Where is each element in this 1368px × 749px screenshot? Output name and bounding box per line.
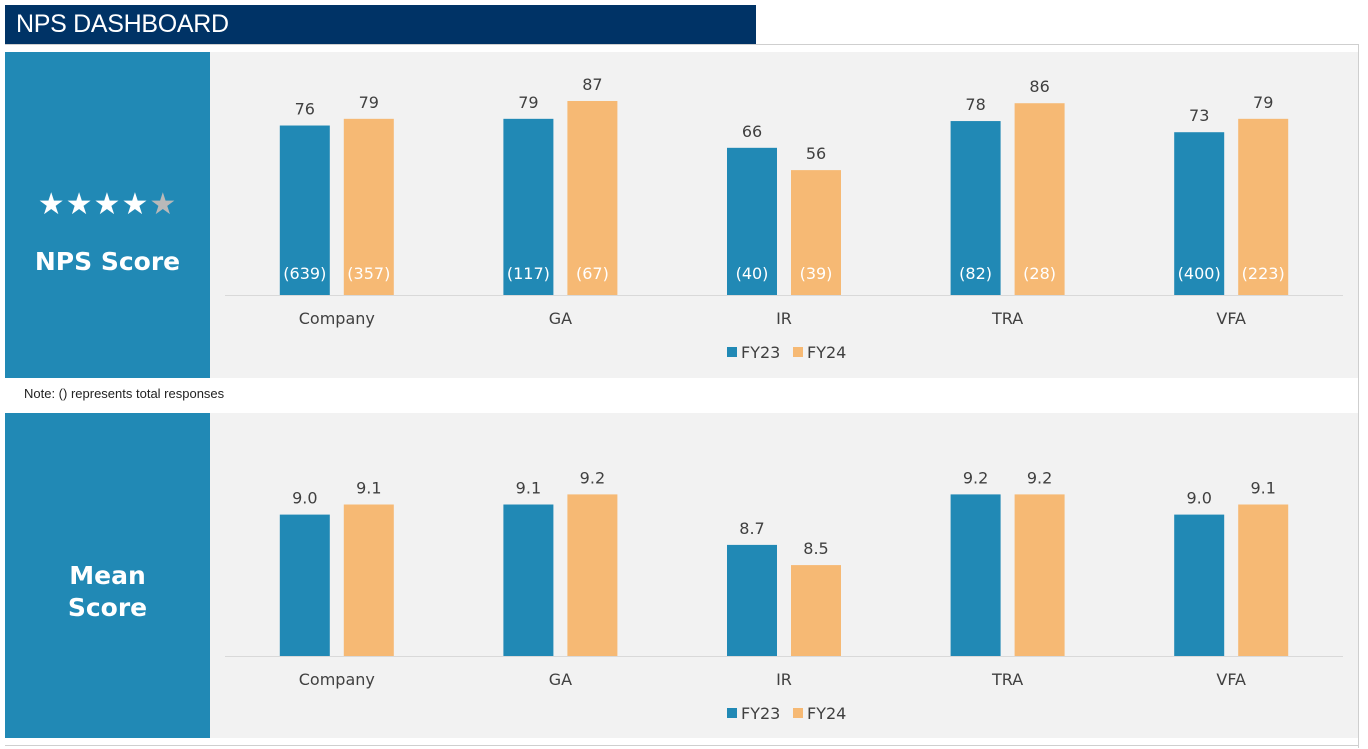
data-label: 87	[582, 75, 602, 94]
category-tick-label: IR	[776, 309, 792, 328]
category-tick-label: GA	[549, 309, 572, 328]
response-count-label: (357)	[347, 264, 390, 283]
bar-fy24-vfa	[1238, 118, 1289, 295]
legend-swatch-fy24	[793, 347, 803, 357]
category-tick-label: Company	[299, 309, 375, 328]
star-rating: ★★★★★	[5, 187, 210, 223]
bar-fy23-tra	[950, 494, 1001, 656]
bar-fy24-ir	[791, 170, 841, 295]
bar-fy24-tra	[1014, 494, 1065, 656]
legend-label: FY24	[807, 704, 846, 723]
mean-section: Mean Score 9.0 9.1 Company 9.1 9.2 GA 8.7 8.5 IR…	[5, 413, 1358, 738]
response-count-label: (117)	[507, 264, 550, 283]
category-tick-label: TRA	[991, 670, 1023, 689]
star-empty-icon: ★	[149, 187, 178, 222]
bar-fy24-company	[343, 504, 394, 656]
mean-title-line-2: Score	[67, 593, 148, 622]
category-tick-label: VFA	[1216, 309, 1246, 328]
data-label: 9.1	[1250, 479, 1275, 498]
bar-fy23-ir	[727, 544, 777, 656]
mean-panel-title: Mean Score	[5, 560, 210, 624]
bar-fy24-tra	[1014, 103, 1065, 295]
star-filled-icon: ★	[121, 187, 150, 222]
response-count-label: (40)	[736, 264, 769, 283]
legend-label: FY24	[807, 343, 846, 362]
category-tick-label: VFA	[1216, 670, 1246, 689]
bar-fy23-vfa	[1174, 514, 1225, 656]
bar-fy23-ir	[727, 147, 777, 295]
mean-bar-chart: 9.0 9.1 Company 9.1 9.2 GA 8.7 8.5 IR 9.2 9.2 TRA 9.…	[225, 468, 1343, 723]
bar-fy24-ga	[567, 100, 618, 295]
bottom-divider	[5, 745, 1359, 746]
category-tick-label: TRA	[991, 309, 1023, 328]
star-filled-icon: ★	[65, 187, 94, 222]
right-divider	[1358, 44, 1359, 748]
nps-section: ★★★★★ NPS Score 76 (639) 79 (357) Company 79(…	[5, 52, 1358, 378]
nps-side-panel: ★★★★★ NPS Score	[5, 52, 210, 378]
star-filled-icon: ★	[37, 187, 66, 222]
data-label: 9.2	[963, 468, 988, 487]
legend-label: FY23	[741, 704, 780, 723]
data-label: 9.0	[292, 489, 317, 508]
data-label: 9.2	[1027, 468, 1052, 487]
mean-side-panel: Mean Score	[5, 413, 210, 738]
legend-swatch-fy24	[793, 708, 803, 718]
nps-bar-chart: 76 (639) 79 (357) Company 79 (117) 87 (67) GA 66 (4…	[225, 75, 1343, 362]
mean-title-line-1: Mean	[69, 561, 146, 590]
response-count-label: (82)	[959, 264, 992, 283]
bar-fy23-tra	[950, 121, 1001, 295]
bar-fy24-ga	[567, 494, 618, 656]
response-count-label: (67)	[576, 264, 609, 283]
legend-swatch-fy23	[727, 347, 737, 357]
data-label: 9.1	[516, 479, 541, 498]
legend-label: FY23	[741, 343, 780, 362]
data-label: 9.0	[1186, 489, 1211, 508]
data-label: 56	[806, 144, 826, 163]
data-label: 8.7	[739, 519, 764, 538]
bar-fy23-company	[279, 514, 330, 656]
data-label: 86	[1029, 77, 1049, 96]
data-label: 9.1	[356, 479, 381, 498]
dashboard-title: NPS DASHBOARD	[5, 5, 756, 44]
response-count-label: (400)	[1178, 264, 1221, 283]
data-label: 8.5	[803, 539, 828, 558]
data-label: 73	[1189, 106, 1209, 125]
responses-note: Note: () represents total responses	[24, 386, 225, 401]
bar-fy23-ga	[503, 504, 554, 656]
bar-fy23-company	[279, 125, 330, 296]
response-count-label: (28)	[1023, 264, 1056, 283]
response-count-label: (639)	[283, 264, 326, 283]
response-count-label: (223)	[1242, 264, 1285, 283]
category-tick-label: GA	[549, 670, 572, 689]
bar-fy23-ga	[503, 118, 554, 295]
bar-fy23-vfa	[1174, 132, 1225, 295]
category-tick-label: Company	[299, 670, 375, 689]
data-label: 79	[518, 93, 538, 112]
data-label: 66	[742, 122, 762, 141]
data-label: 79	[1253, 93, 1273, 112]
category-tick-label: IR	[776, 670, 792, 689]
star-filled-icon: ★	[93, 187, 122, 222]
nps-panel-title: NPS Score	[34, 247, 181, 276]
data-label: 78	[965, 95, 985, 114]
bar-fy24-company	[343, 118, 394, 295]
bar-fy24-ir	[791, 565, 841, 656]
bar-fy24-vfa	[1238, 504, 1289, 656]
response-count-label: (39)	[800, 264, 833, 283]
data-label: 9.2	[580, 468, 605, 487]
top-divider	[5, 44, 1359, 45]
data-label: 76	[295, 100, 315, 119]
data-label: 79	[359, 93, 379, 112]
legend-swatch-fy23	[727, 708, 737, 718]
